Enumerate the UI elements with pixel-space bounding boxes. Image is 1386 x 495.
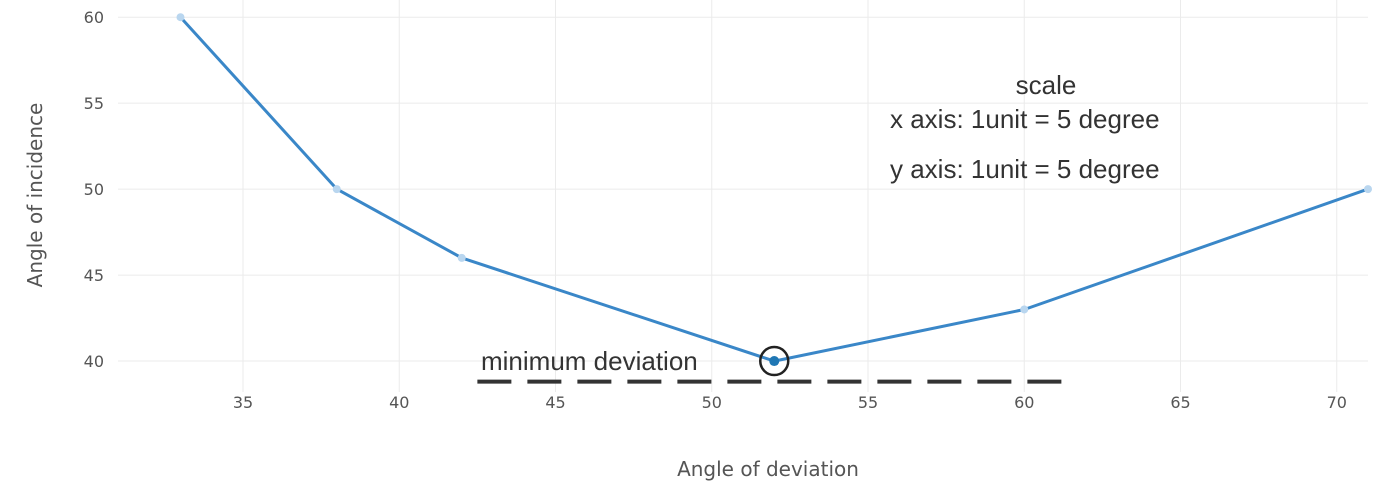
data-point	[176, 13, 185, 22]
data-point	[332, 185, 341, 194]
y-axis-title: Angle of incidence	[23, 103, 47, 288]
scale-y-note: y axis: 1unit = 5 degree	[890, 154, 1160, 184]
data-point	[1020, 305, 1029, 314]
y-tick-labels: 40 45 50 55 60	[84, 8, 104, 371]
x-tick-label: 35	[233, 393, 253, 412]
scale-x-note: x axis: 1unit = 5 degree	[890, 104, 1160, 134]
x-tick-label: 70	[1327, 393, 1347, 412]
data-point	[1364, 185, 1372, 194]
x-tick-label: 45	[545, 393, 565, 412]
x-tick-labels: 35 40 45 50 55 60 65 70	[233, 393, 1347, 412]
data-point	[769, 356, 780, 367]
y-gridlines	[118, 16, 1368, 362]
data-point	[457, 253, 466, 262]
x-tick-label: 55	[858, 393, 878, 412]
y-tick-label: 55	[84, 94, 104, 113]
x-tick-label: 60	[1014, 393, 1034, 412]
x-tick-label: 40	[389, 393, 409, 412]
y-tick-label: 60	[84, 8, 104, 27]
x-axis-title: Angle of deviation	[677, 457, 859, 481]
minimum-deviation-circle	[759, 345, 790, 377]
scale-title: scale	[1016, 70, 1077, 100]
y-tick-label: 50	[84, 180, 104, 199]
x-gridlines	[242, 0, 1338, 392]
x-tick-label: 50	[702, 393, 722, 412]
minimum-deviation-label: minimum deviation	[481, 346, 698, 376]
y-tick-label: 40	[84, 352, 104, 371]
series-line	[179, 15, 1370, 363]
data-points	[176, 13, 1372, 367]
y-tick-label: 45	[84, 266, 104, 285]
x-tick-label: 65	[1170, 393, 1190, 412]
